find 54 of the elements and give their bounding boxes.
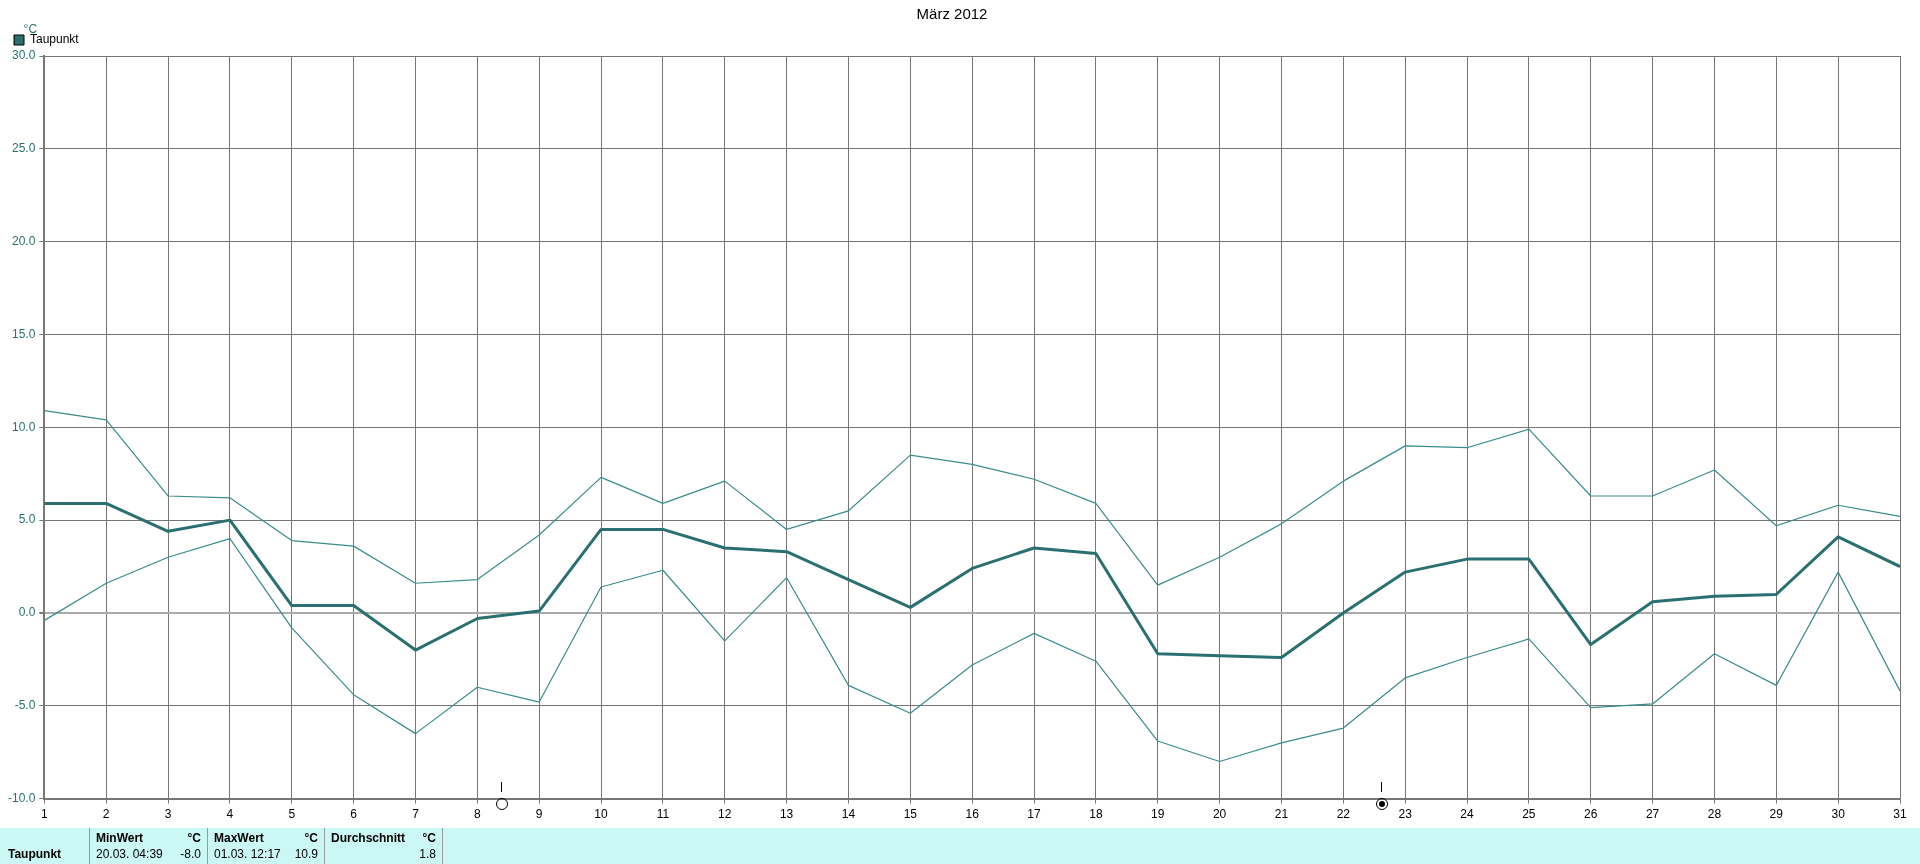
x-tick-label: 16 [965, 807, 980, 822]
x-tick-label: 21 [1274, 807, 1289, 822]
chart-title: März 2012 [916, 5, 988, 23]
x-tick-label: 7 [412, 807, 420, 822]
text: 10.9 [294, 847, 318, 861]
text: °C [187, 831, 201, 845]
text: MinWert [96, 831, 144, 845]
y-tick-label: -5.0 [14, 698, 36, 713]
x-tick-label: 13 [779, 807, 794, 822]
x-tick-label: 2 [102, 807, 110, 822]
text: 20.03. 04:39 [96, 847, 163, 861]
y-tick-label: 25.0 [11, 141, 36, 156]
x-tick-label: 31 [1893, 807, 1907, 822]
x-tick-label: 18 [1089, 807, 1103, 822]
x-tick-label: 3 [164, 807, 172, 822]
x-tick-label: 10 [594, 807, 609, 822]
x-tick-label: 4 [226, 807, 234, 822]
x-tick-label: 19 [1151, 807, 1165, 822]
y-tick-label: -10.0 [7, 790, 36, 805]
x-tick-label: 11 [656, 807, 670, 822]
text: 01.03. 12:17 [214, 847, 281, 861]
x-tick-label: 23 [1398, 807, 1413, 822]
x-tick-label: 6 [350, 807, 358, 822]
x-tick-label: 26 [1584, 807, 1598, 822]
text: °C [304, 831, 318, 845]
x-tick-label: 17 [1027, 807, 1042, 822]
x-tick-label: 20 [1212, 807, 1227, 822]
x-tick-label: 5 [288, 807, 296, 822]
x-tick-label: 15 [903, 807, 918, 822]
x-tick-label: 25 [1522, 807, 1536, 822]
x-tick-label: 30 [1831, 807, 1846, 822]
x-tick-label: 12 [718, 807, 732, 822]
y-tick-label: 15.0 [11, 326, 36, 341]
x-tick-label: 14 [841, 807, 856, 822]
x-tick-label: 24 [1460, 807, 1475, 822]
y-tick-label: 30.0 [11, 48, 36, 63]
y-tick-label: 10.0 [11, 419, 36, 434]
x-tick-label: 27 [1645, 807, 1660, 822]
text: Taupunkt [8, 847, 62, 861]
x-tick-label: 9 [535, 807, 543, 822]
x-tick-label: 28 [1707, 807, 1722, 822]
x-tick-label: 1 [41, 807, 49, 822]
legend-label: Taupunkt [30, 32, 80, 47]
text: Durchschnitt [331, 831, 406, 845]
y-tick-label: 0.0 [18, 605, 36, 620]
text: 1.8 [419, 847, 436, 861]
y-tick-label: 5.0 [18, 512, 36, 527]
text: °C [422, 831, 436, 845]
text: -8.0 [180, 847, 201, 861]
y-tick-label: 20.0 [11, 233, 36, 248]
x-tick-label: 29 [1769, 807, 1784, 822]
x-tick-label: 8 [473, 807, 481, 822]
text: MaxWert [214, 831, 264, 845]
x-tick-label: 22 [1336, 807, 1351, 822]
